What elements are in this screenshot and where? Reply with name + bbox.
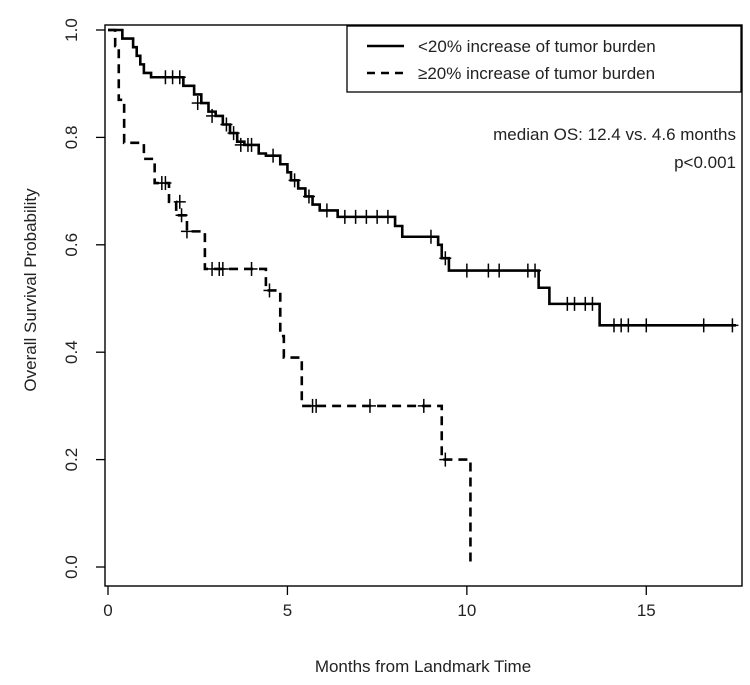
censor-mark-series-1 bbox=[245, 137, 258, 152]
y-tick-label: 0.2 bbox=[62, 448, 81, 472]
censor-mark-series-2 bbox=[173, 194, 186, 209]
censor-mark-series-2 bbox=[159, 176, 172, 191]
survival-curve-2 bbox=[108, 28, 472, 567]
censor-mark-series-1 bbox=[424, 229, 437, 244]
censor-mark-series-1 bbox=[267, 148, 280, 163]
censor-mark-series-1 bbox=[191, 96, 204, 111]
y-tick-label: 0.6 bbox=[62, 233, 81, 257]
y-axis-title: Overall Survival Probability bbox=[21, 188, 40, 392]
censor-mark-series-1 bbox=[173, 70, 186, 85]
legend: <20% increase of tumor burden ≥20% incre… bbox=[346, 25, 742, 93]
censor-mark-series-1 bbox=[349, 209, 362, 224]
censor-mark-series-1 bbox=[482, 263, 495, 278]
x-axis-title: Months from Landmark Time bbox=[315, 657, 531, 676]
censor-mark-series-1 bbox=[586, 296, 599, 311]
censor-mark-series-2 bbox=[180, 224, 193, 239]
legend-label-series-2: ≥20% increase of tumor burden bbox=[418, 64, 655, 83]
censor-mark-series-2 bbox=[417, 398, 430, 413]
censor-mark-series-1 bbox=[622, 318, 635, 333]
censor-mark-series-1 bbox=[371, 209, 384, 224]
x-tick-label: 0 bbox=[103, 601, 112, 620]
censor-mark-series-1 bbox=[493, 263, 506, 278]
censor-mark-series-1 bbox=[338, 209, 351, 224]
censor-mark-series-1 bbox=[529, 263, 542, 278]
legend-box bbox=[346, 25, 742, 93]
censor-mark-series-1 bbox=[439, 251, 452, 266]
censor-mark-series-1 bbox=[640, 318, 653, 333]
censor-mark-series-2 bbox=[245, 261, 258, 276]
y-tick-label: 0.0 bbox=[62, 555, 81, 579]
censor-mark-series-1 bbox=[460, 263, 473, 278]
censor-mark-series-1 bbox=[302, 189, 315, 204]
annotation-median-os: median OS: 12.4 vs. 4.6 months bbox=[493, 125, 736, 144]
y-axis: 0.0 0.2 0.4 0.6 0.8 1.0 bbox=[62, 18, 105, 579]
x-tick-label: 5 bbox=[283, 601, 292, 620]
censor-mark-series-1 bbox=[697, 318, 710, 333]
survival-curve-1 bbox=[108, 28, 736, 327]
x-tick-label: 10 bbox=[457, 601, 476, 620]
censor-mark-series-1 bbox=[360, 209, 373, 224]
censor-mark-series-1 bbox=[206, 108, 219, 123]
plot-frame bbox=[104, 24, 743, 587]
censor-mark-series-1 bbox=[726, 318, 739, 333]
censor-mark-series-1 bbox=[381, 209, 394, 224]
censor-mark-series-1 bbox=[288, 173, 301, 188]
x-axis: 0 5 10 15 bbox=[103, 586, 656, 620]
censor-mark-series-2 bbox=[216, 261, 229, 276]
censor-mark-series-2 bbox=[175, 208, 188, 223]
censor-mark-series-2 bbox=[310, 398, 323, 413]
series-layer bbox=[108, 28, 739, 567]
censor-mark-series-2 bbox=[363, 398, 376, 413]
censor-mark-series-2 bbox=[263, 283, 276, 298]
censor-mark-series-2 bbox=[439, 452, 452, 467]
x-tick-label: 15 bbox=[637, 601, 656, 620]
legend-label-series-1: <20% increase of tumor burden bbox=[418, 37, 656, 56]
y-tick-label: 0.4 bbox=[62, 340, 81, 364]
y-tick-label: 0.8 bbox=[62, 126, 81, 150]
annotation-p-value: p<0.001 bbox=[674, 153, 736, 172]
censor-mark-series-1 bbox=[568, 296, 581, 311]
censor-mark-series-1 bbox=[227, 126, 240, 141]
censor-mark-series-1 bbox=[220, 117, 233, 132]
censor-mark-series-1 bbox=[320, 203, 333, 218]
y-tick-label: 1.0 bbox=[62, 18, 81, 42]
